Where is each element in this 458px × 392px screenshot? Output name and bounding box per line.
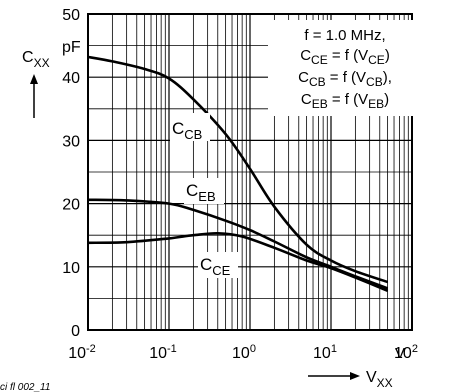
- x-tick-label: 10-2: [68, 343, 96, 362]
- curves: [87, 55, 389, 293]
- x-tick-label: 101: [313, 343, 337, 362]
- annotation-background: [268, 20, 422, 116]
- x-tick-label: 102: [394, 343, 418, 362]
- x-tick-label: 100: [232, 343, 256, 362]
- annotation-ccb: CCB = f (VCB),: [298, 69, 392, 89]
- curve-label-ceb: CEB: [184, 178, 224, 204]
- figure-id: ci fl 002_11: [0, 382, 50, 392]
- y-axis-label: CXX: [22, 49, 50, 118]
- y-tick-label: 50: [62, 7, 80, 24]
- y-tick-label: 30: [62, 133, 80, 150]
- svg-text:CCE: CCE: [200, 255, 231, 278]
- curve-label-cce: CCE: [198, 252, 238, 278]
- series-line-cce: [87, 231, 389, 293]
- y-tick-label: 40: [62, 70, 80, 87]
- plot-frame: [87, 13, 413, 331]
- y-unit-label: pF: [62, 39, 81, 56]
- annotation-cce: CCE = f (VCE): [300, 47, 390, 67]
- y-tick-label: 20: [62, 197, 80, 214]
- x-axis-arrow-head: [350, 372, 360, 380]
- svg-text:VXX: VXX: [366, 369, 393, 390]
- svg-text:CXX: CXX: [22, 49, 50, 70]
- annotation-box: f = 1.0 MHz, CCE = f (VCE) CCB = f (VCB)…: [268, 20, 422, 116]
- y-tick-label: 0: [71, 323, 80, 340]
- x-unit-label: V: [395, 345, 405, 362]
- svg-text:CEB: CEB: [186, 181, 216, 204]
- tick-labels: 0 10 20 30 40 50 10-2 10-1 100 101 102: [62, 7, 418, 362]
- y-tick-label: 10: [62, 260, 80, 277]
- x-tick-label: 10-1: [149, 343, 177, 362]
- annotation-ceb: CEB = f (VEB): [301, 91, 389, 111]
- series-line-ccb: [87, 55, 389, 284]
- curve-label-ccb: CCB: [170, 113, 210, 142]
- annotation-frequency: f = 1.0 MHz,: [304, 27, 385, 44]
- svg-text:CCB: CCB: [172, 119, 202, 142]
- x-axis-label: VXX: [308, 369, 393, 390]
- y-axis-arrow-head: [30, 74, 38, 84]
